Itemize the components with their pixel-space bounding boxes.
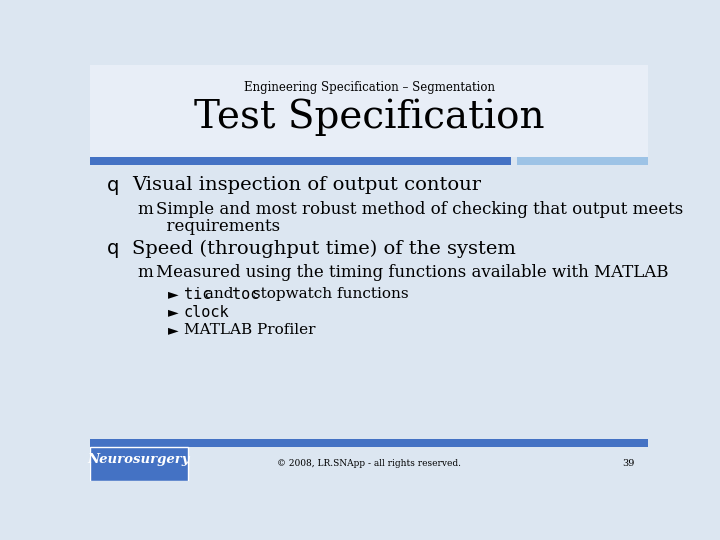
Text: requirements: requirements	[156, 219, 280, 235]
Bar	[90, 157, 511, 165]
Text: Measured using the timing functions available with MATLAB: Measured using the timing functions avai…	[156, 264, 668, 281]
Text: stopwatch functions: stopwatch functions	[248, 287, 408, 301]
Text: 39: 39	[622, 458, 634, 468]
Text: Test Specification: Test Specification	[194, 98, 544, 136]
Text: Engineering Specification – Segmentation: Engineering Specification – Segmentation	[243, 81, 495, 94]
Text: Neurosurgery: Neurosurgery	[88, 453, 190, 466]
Text: ►: ►	[168, 323, 179, 337]
Text: m: m	[138, 201, 153, 218]
Text: m: m	[138, 264, 153, 281]
Text: toc: toc	[232, 287, 259, 302]
Bar	[90, 447, 188, 481]
Text: ►: ►	[168, 287, 179, 301]
Text: © 2008, LR.SNApp - all rights reserved.: © 2008, LR.SNApp - all rights reserved.	[277, 458, 461, 468]
Text: tic: tic	[184, 287, 211, 302]
Text: Simple and most robust method of checking that output meets: Simple and most robust method of checkin…	[156, 201, 683, 218]
Text: Speed (throughput time) of the system: Speed (throughput time) of the system	[132, 239, 516, 258]
Text: Visual inspection of output contour: Visual inspection of output contour	[132, 177, 481, 194]
Text: and: and	[199, 287, 238, 301]
Bar	[517, 157, 648, 165]
Bar	[90, 65, 648, 157]
Text: q: q	[107, 176, 119, 195]
Text: MATLAB Profiler: MATLAB Profiler	[184, 323, 315, 337]
Text: clock: clock	[184, 305, 230, 320]
Bar	[90, 439, 648, 447]
Text: ►: ►	[168, 305, 179, 319]
Text: q: q	[107, 239, 119, 258]
